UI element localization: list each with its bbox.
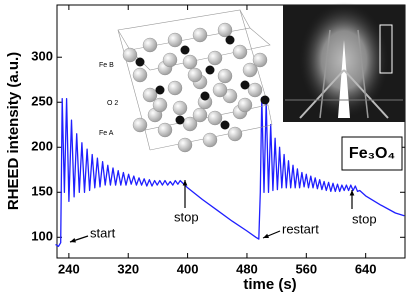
atom — [242, 62, 258, 78]
atom — [232, 44, 248, 60]
fe-atom — [175, 115, 185, 125]
y-tick-label: 100 — [31, 229, 53, 244]
x-axis-label: time (s) — [243, 276, 296, 293]
x-tick-label: 480 — [236, 261, 258, 276]
inset-label: O 2 — [107, 100, 118, 107]
compound-label: Fe₃O₄ — [349, 145, 395, 162]
atom — [212, 82, 228, 98]
fe-atom — [240, 80, 250, 90]
atom — [192, 107, 208, 123]
annotation: stop — [174, 209, 199, 224]
atom — [177, 137, 193, 153]
y-tick-label: 250 — [31, 94, 53, 109]
compound-box — [341, 136, 403, 171]
x-tick-label: 400 — [177, 261, 199, 276]
atom — [162, 52, 178, 68]
data-line — [55, 97, 405, 247]
x-tick-label: 320 — [117, 261, 139, 276]
y-tick-label: 300 — [31, 49, 53, 64]
atom — [207, 110, 223, 126]
atom — [152, 97, 168, 113]
atom — [192, 27, 208, 43]
atom — [157, 122, 173, 138]
x-tick-label: 240 — [58, 261, 80, 276]
fe-atom — [205, 65, 215, 75]
fe-atom — [220, 120, 230, 130]
fe-atom — [200, 91, 210, 101]
plot-frame — [56, 4, 406, 259]
atom — [132, 67, 148, 83]
atom — [182, 116, 198, 132]
fe-atom — [260, 95, 270, 105]
atom — [247, 82, 263, 98]
atom — [142, 37, 158, 53]
fe-atom — [135, 57, 145, 67]
annotation: start — [90, 225, 116, 240]
atom — [187, 67, 203, 83]
atom — [167, 32, 183, 48]
arrow-head — [182, 180, 188, 186]
x-tick-label: 560 — [295, 261, 317, 276]
atom — [202, 132, 218, 148]
arrow-head — [70, 238, 76, 243]
y-tick-label: 200 — [31, 139, 53, 154]
atom — [122, 47, 138, 63]
atom — [227, 126, 243, 142]
atom — [132, 117, 148, 133]
arrow-head — [349, 190, 355, 196]
y-axis-label: RHEED intensity (a.u.) — [5, 52, 22, 210]
atom — [217, 68, 233, 84]
fe-atom — [180, 45, 190, 55]
annotation: stop — [352, 211, 377, 226]
y-tick-label: 150 — [31, 184, 53, 199]
atom — [142, 87, 158, 103]
fe-atom — [155, 85, 165, 95]
inset-label: Fe A — [99, 130, 114, 137]
atom — [207, 50, 223, 66]
atom — [182, 54, 198, 70]
atom — [252, 52, 268, 68]
atom — [237, 97, 253, 113]
atom — [172, 100, 188, 116]
atom — [217, 22, 233, 38]
x-tick-label: 640 — [355, 261, 377, 276]
arrow-head — [263, 233, 269, 239]
rheed-inset — [283, 2, 405, 122]
fe-atom — [225, 35, 235, 45]
annotation: restart — [282, 221, 319, 236]
inset-label: Fe B — [99, 62, 114, 69]
crystal-atoms — [122, 22, 270, 153]
atom — [167, 80, 183, 96]
